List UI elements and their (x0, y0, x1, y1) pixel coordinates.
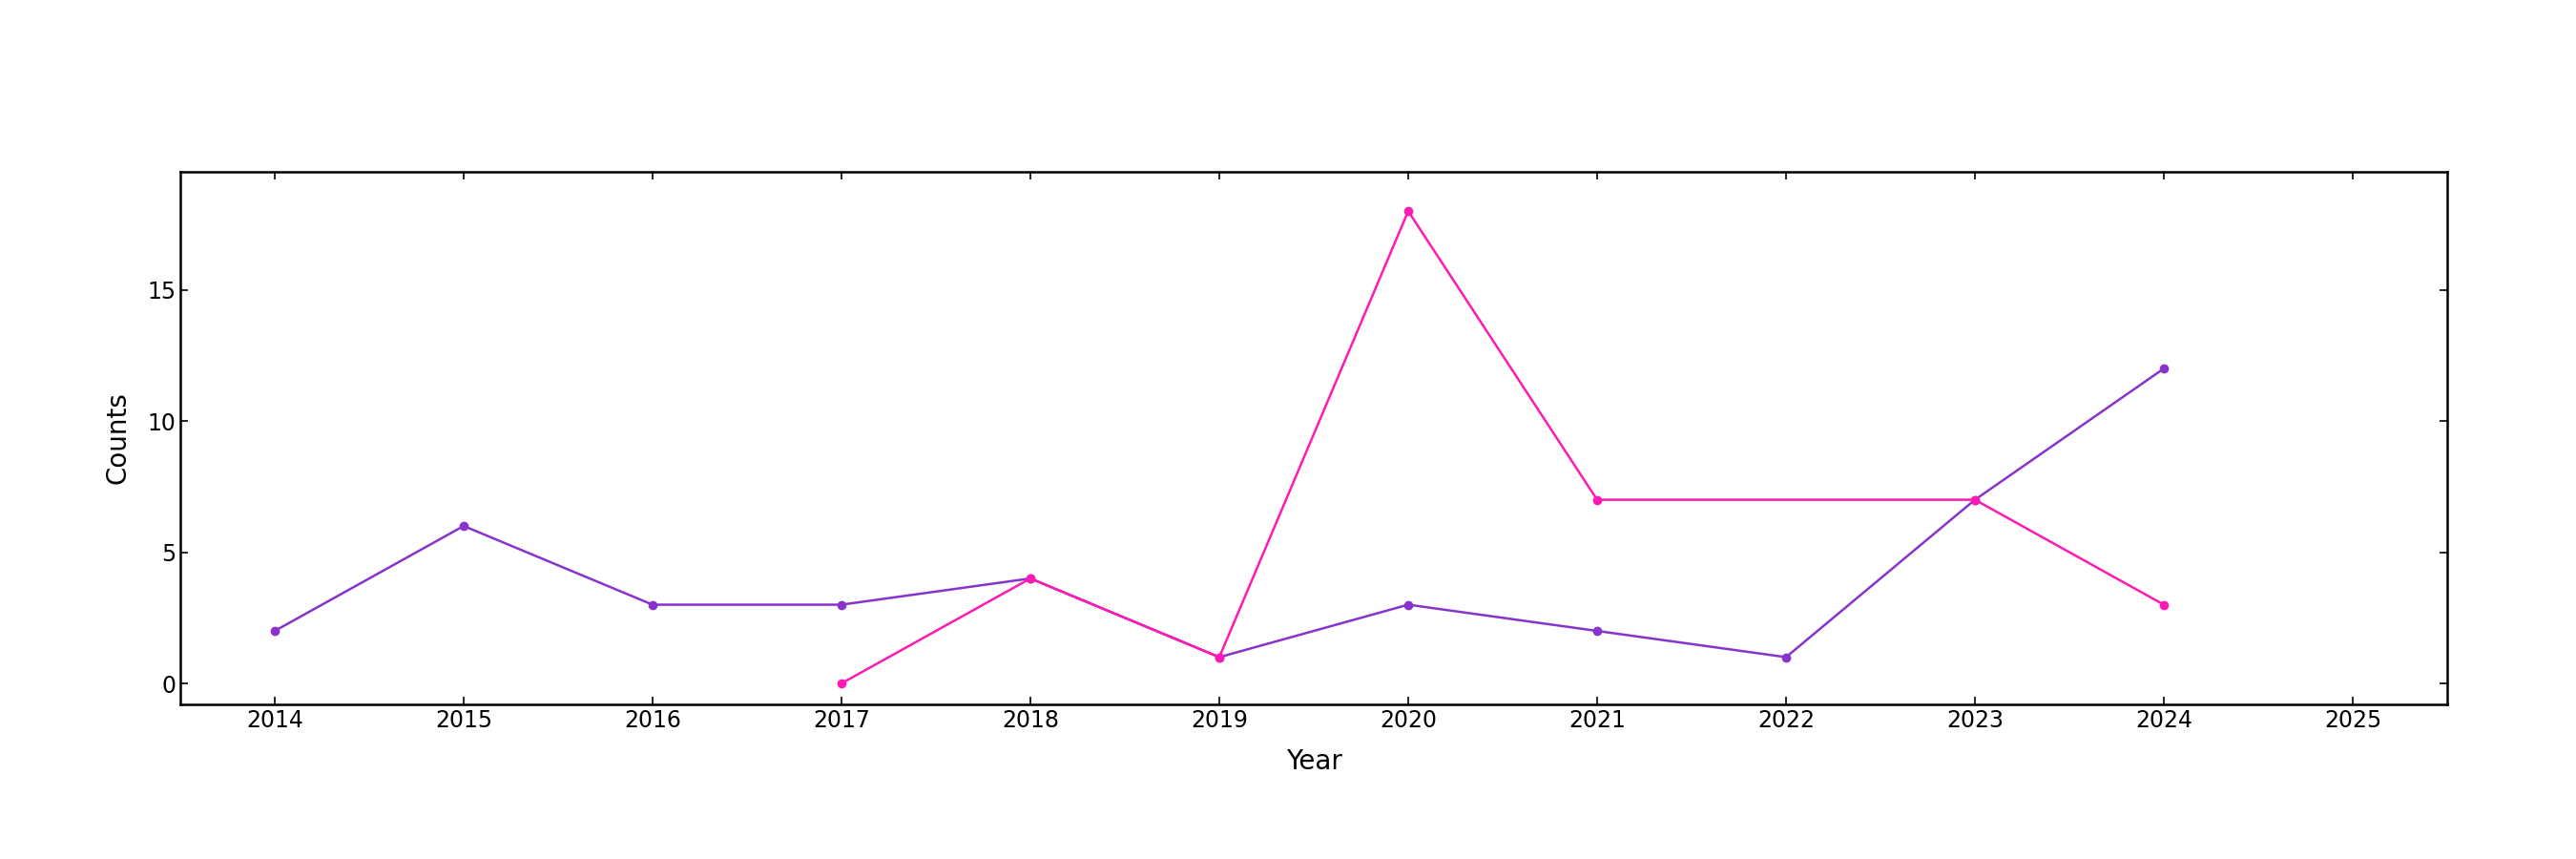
Line: Pisaster ochraceus: Pisaster ochraceus (270, 364, 2169, 661)
Pisaster ochraceus (827, 600, 858, 610)
Pisaster ochraceus (1582, 625, 1613, 636)
Evasterias (1582, 495, 1613, 505)
Evasterias (1203, 652, 1234, 662)
Pisaster ochraceus (448, 521, 479, 531)
Evasterias (1394, 206, 1425, 216)
Pisaster ochraceus (2148, 363, 2179, 374)
Pisaster ochraceus (1394, 600, 1425, 610)
Pisaster ochraceus (1203, 652, 1234, 662)
Evasterias (1015, 573, 1046, 583)
Pisaster ochraceus (1770, 652, 1801, 662)
Line: Evasterias: Evasterias (837, 207, 2169, 687)
Legend: Evasterias, Pisaster ochraceus: Evasterias, Pisaster ochraceus (180, 0, 724, 4)
Evasterias (1960, 495, 1991, 505)
Y-axis label: Counts: Counts (103, 392, 131, 484)
Pisaster ochraceus (636, 600, 667, 610)
Evasterias (2148, 600, 2179, 610)
Pisaster ochraceus (260, 625, 291, 636)
Pisaster ochraceus (1960, 495, 1991, 505)
Evasterias (827, 679, 858, 689)
X-axis label: Year: Year (1285, 748, 1342, 775)
Pisaster ochraceus (1015, 573, 1046, 583)
